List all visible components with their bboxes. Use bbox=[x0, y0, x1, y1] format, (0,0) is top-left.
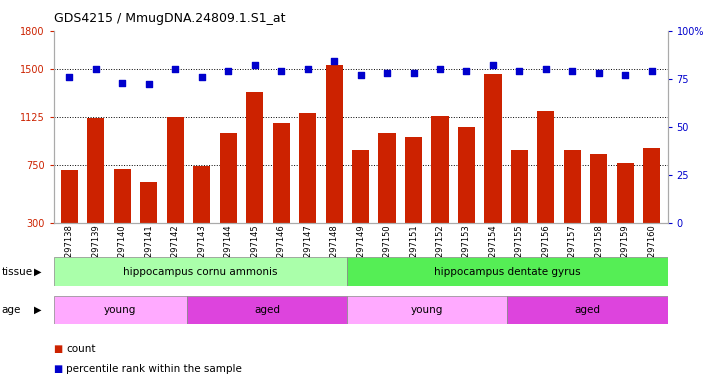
Point bbox=[567, 68, 578, 74]
Bar bbox=[87, 118, 104, 223]
Point bbox=[593, 70, 605, 76]
Point bbox=[328, 58, 340, 65]
Text: ■: ■ bbox=[54, 364, 66, 374]
Text: percentile rank within the sample: percentile rank within the sample bbox=[66, 364, 242, 374]
Point bbox=[276, 68, 287, 74]
Bar bbox=[166, 117, 184, 223]
Point bbox=[302, 66, 313, 72]
Bar bbox=[405, 137, 422, 223]
Bar bbox=[273, 123, 290, 223]
Point bbox=[223, 68, 234, 74]
Point bbox=[116, 79, 128, 86]
Text: ■: ■ bbox=[54, 344, 66, 354]
Text: hippocampus dentate gyrus: hippocampus dentate gyrus bbox=[434, 266, 580, 277]
Point bbox=[64, 74, 75, 80]
Point bbox=[170, 66, 181, 72]
Point bbox=[646, 68, 658, 74]
Bar bbox=[61, 170, 78, 223]
Bar bbox=[511, 150, 528, 223]
Text: ▶: ▶ bbox=[34, 305, 42, 315]
Point bbox=[90, 66, 101, 72]
Point bbox=[196, 74, 208, 80]
Point bbox=[461, 68, 472, 74]
Bar bbox=[299, 113, 316, 223]
Point bbox=[540, 66, 551, 72]
Point bbox=[249, 62, 261, 68]
Bar bbox=[54, 296, 187, 324]
Point bbox=[143, 81, 154, 88]
Bar bbox=[617, 162, 634, 223]
Bar bbox=[347, 296, 508, 324]
Bar bbox=[564, 150, 581, 223]
Point bbox=[408, 70, 419, 76]
Text: ▶: ▶ bbox=[34, 266, 42, 277]
Bar bbox=[246, 92, 263, 223]
Text: aged: aged bbox=[254, 305, 280, 315]
Bar bbox=[140, 182, 157, 223]
Bar bbox=[590, 154, 608, 223]
Text: tissue: tissue bbox=[1, 266, 33, 277]
Bar bbox=[193, 166, 211, 223]
Bar bbox=[352, 150, 369, 223]
Bar bbox=[378, 133, 396, 223]
Point bbox=[381, 70, 393, 76]
Bar bbox=[220, 133, 237, 223]
Text: aged: aged bbox=[575, 305, 600, 315]
Point bbox=[355, 72, 366, 78]
Point bbox=[620, 72, 631, 78]
Bar bbox=[347, 257, 668, 286]
Bar bbox=[114, 169, 131, 223]
Point bbox=[487, 62, 498, 68]
Point bbox=[513, 68, 525, 74]
Bar bbox=[431, 116, 448, 223]
Point bbox=[434, 66, 446, 72]
Bar bbox=[326, 65, 343, 223]
Text: GDS4215 / MmugDNA.24809.1.S1_at: GDS4215 / MmugDNA.24809.1.S1_at bbox=[54, 12, 285, 25]
Bar bbox=[643, 149, 660, 223]
Text: age: age bbox=[1, 305, 21, 315]
Text: young: young bbox=[411, 305, 443, 315]
Bar bbox=[508, 296, 668, 324]
Bar bbox=[54, 257, 347, 286]
Bar bbox=[537, 111, 555, 223]
Text: young: young bbox=[104, 305, 136, 315]
Bar bbox=[187, 296, 347, 324]
Text: hippocampus cornu ammonis: hippocampus cornu ammonis bbox=[123, 266, 278, 277]
Text: count: count bbox=[66, 344, 96, 354]
Bar bbox=[484, 74, 501, 223]
Bar bbox=[458, 127, 475, 223]
